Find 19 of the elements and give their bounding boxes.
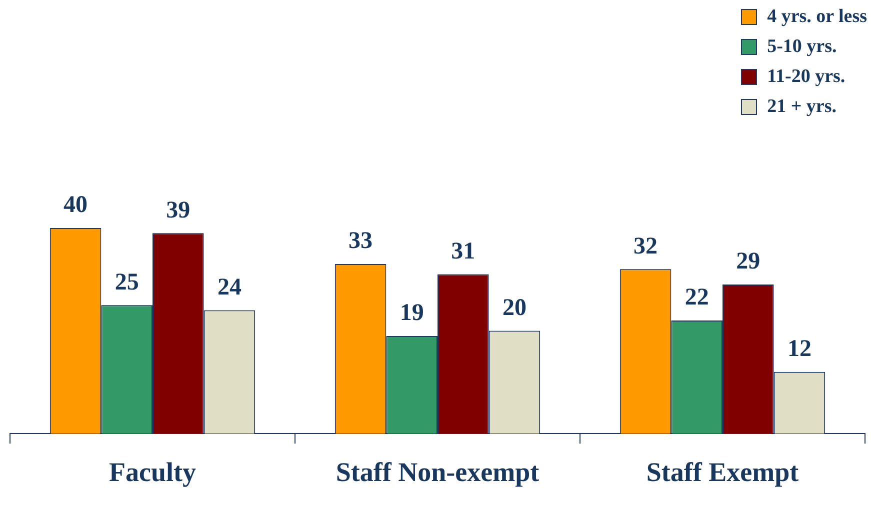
legend-label: 11-20 yrs.	[767, 66, 846, 88]
legend-label: 21 + yrs.	[767, 96, 836, 118]
x-tick-label: Staff Non-exempt	[336, 456, 540, 487]
data-label: 19	[400, 300, 424, 326]
data-label: 12	[787, 336, 812, 362]
x-tick-label: Staff Exempt	[646, 456, 799, 487]
data-label: 22	[684, 284, 709, 311]
legend-label: 5-10 yrs.	[767, 36, 837, 58]
data-label: 29	[736, 248, 760, 275]
data-label: 40	[64, 192, 88, 218]
data-label: 39	[166, 197, 190, 224]
legend-label: 4 yrs. or less	[767, 6, 867, 28]
data-label: 20	[502, 295, 526, 322]
data-label: 33	[348, 228, 373, 254]
data-label: 25	[114, 269, 139, 296]
data-label: 32	[634, 233, 658, 260]
data-label: 24	[217, 274, 242, 300]
x-tick-label: Faculty	[109, 456, 196, 487]
data-label: 31	[451, 238, 476, 264]
